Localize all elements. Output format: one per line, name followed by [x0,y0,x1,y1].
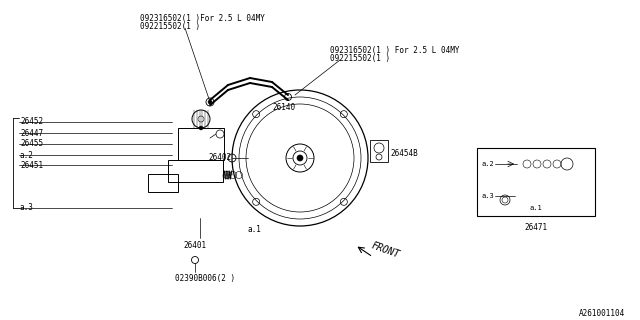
Bar [370,140,388,162]
Bar [178,128,224,160]
Text: 092215502(1 ): 092215502(1 ) [330,54,390,63]
Text: 26140: 26140 [272,103,295,113]
Text: a.2: a.2 [481,161,493,167]
Text: 26451: 26451 [20,161,43,170]
Circle shape [208,100,212,104]
Bar [168,160,223,182]
Text: 26452: 26452 [20,117,43,126]
Bar [148,174,178,192]
Bar [477,148,595,216]
Text: 26454B: 26454B [390,149,418,158]
Text: 092316502(1 )For 2.5 L 04MY: 092316502(1 )For 2.5 L 04MY [140,13,265,22]
Text: FRONT: FRONT [369,240,401,260]
Text: a.1: a.1 [530,205,542,211]
Text: 26401: 26401 [184,241,207,250]
Text: a.1: a.1 [248,226,262,235]
Circle shape [297,155,303,161]
Text: 26447: 26447 [20,129,43,138]
Text: 02390B006(2 ): 02390B006(2 ) [175,274,235,283]
Text: a.3: a.3 [481,193,493,199]
Text: A261001104: A261001104 [579,308,625,317]
Text: 26402: 26402 [209,154,232,163]
Text: a.2: a.2 [20,150,34,159]
Text: 26471: 26471 [524,223,548,233]
Text: 26455: 26455 [20,140,43,148]
Text: a.3: a.3 [20,204,34,212]
Text: 092215502(1 ): 092215502(1 ) [140,22,200,31]
Text: 092316502(1 ) For 2.5 L 04MY: 092316502(1 ) For 2.5 L 04MY [330,45,460,54]
Circle shape [199,126,203,130]
